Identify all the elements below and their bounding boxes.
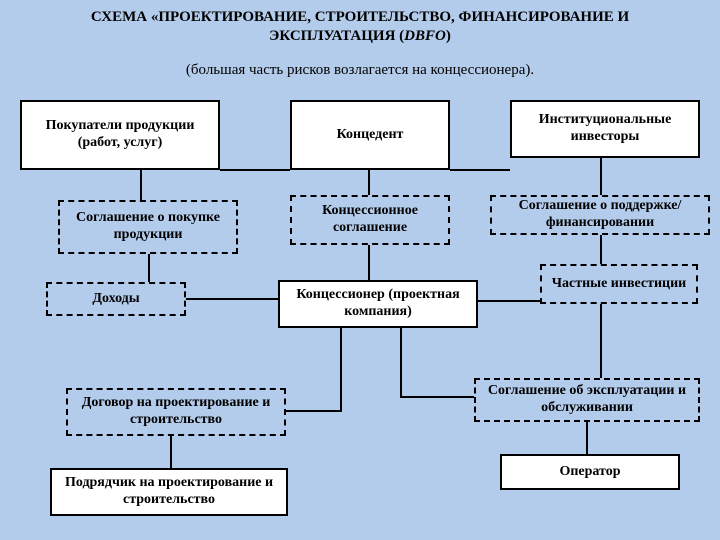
connector	[170, 436, 172, 468]
connector	[450, 169, 510, 171]
box-design_contr: Договор на проектирование и строительств…	[66, 388, 286, 436]
connector	[220, 169, 290, 171]
connector	[186, 298, 278, 300]
box-ops_ag: Соглашение об эксплуатации и обслуживани…	[474, 378, 700, 422]
connector	[478, 300, 540, 302]
title-suffix: )	[446, 28, 451, 44]
connector	[400, 396, 474, 398]
box-operator: Оператор	[500, 454, 680, 490]
connector	[140, 170, 142, 200]
box-priv_inv: Частные инвестиции	[540, 264, 698, 304]
box-purchase_ag: Соглашение о покупке продукции	[58, 200, 238, 254]
connector	[600, 158, 602, 195]
box-contractor: Подрядчик на проектирование и строительс…	[50, 468, 288, 516]
connector	[600, 235, 602, 264]
box-concessioner: Концессионер (проектная компания)	[278, 280, 478, 328]
box-income: Доходы	[46, 282, 186, 316]
title-italic: DBFO	[404, 28, 446, 44]
connector	[586, 422, 588, 454]
connector	[368, 245, 370, 280]
title-prefix: СХЕМА «ПРОЕКТИРОВАНИЕ, СТРОИТЕЛЬСТВО, ФИ…	[91, 9, 629, 44]
connector	[600, 304, 602, 378]
box-concession_ag: Концессионное соглашение	[290, 195, 450, 245]
box-buyers: Покупатели продукции (работ, услуг)	[20, 100, 220, 170]
box-grantor: Концедент	[290, 100, 450, 170]
diagram-subtitle: (большая часть рисков возлагается на кон…	[0, 62, 720, 79]
connector	[148, 254, 150, 282]
box-investors: Институциональные инвесторы	[510, 100, 700, 158]
connector	[368, 170, 370, 195]
box-support_ag: Соглашение о поддержке/финансировании	[490, 195, 710, 235]
connector	[400, 328, 402, 398]
diagram-title: СХЕМА «ПРОЕКТИРОВАНИЕ, СТРОИТЕЛЬСТВО, ФИ…	[0, 8, 720, 46]
connector	[340, 328, 342, 412]
